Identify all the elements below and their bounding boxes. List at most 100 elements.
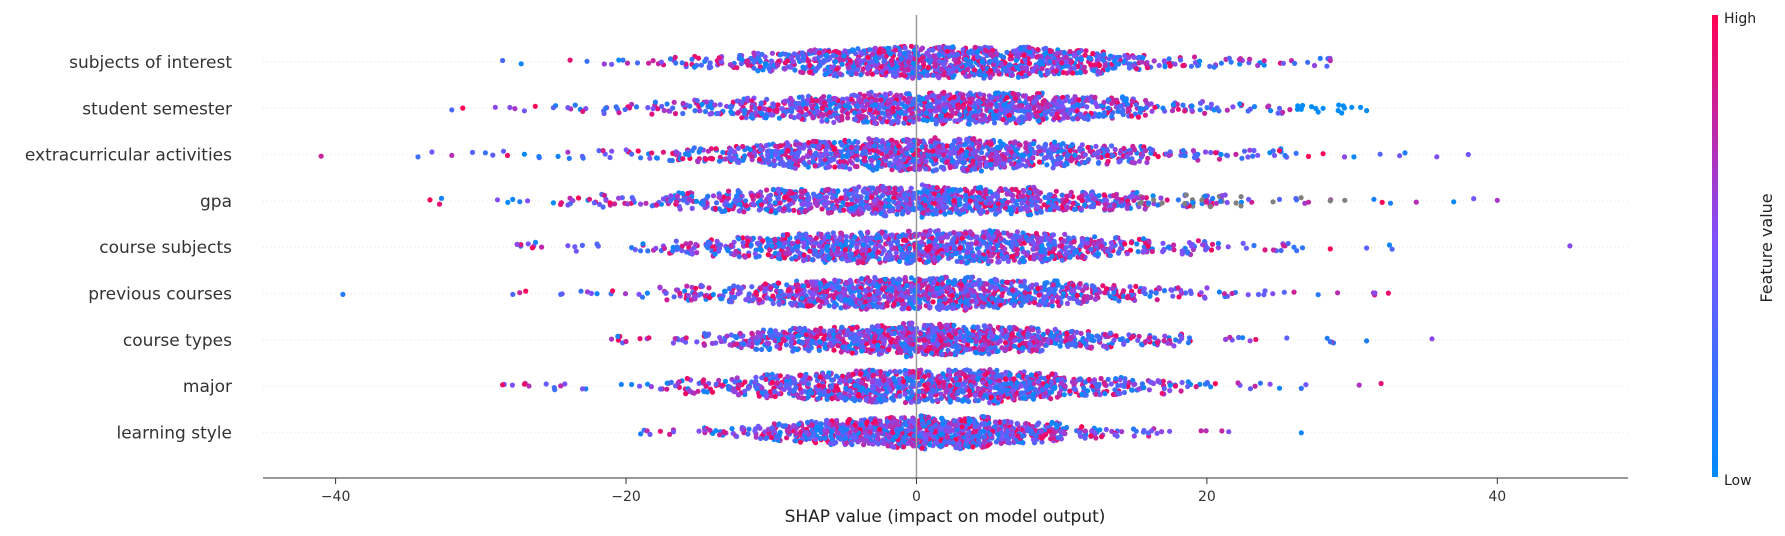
data-point [649,203,655,209]
data-point [638,155,644,161]
data-point [1129,193,1135,199]
data-point [680,190,686,197]
data-point [1100,57,1106,63]
data-point [839,113,845,119]
data-point [804,202,811,208]
data-point [504,152,511,159]
data-point [1126,61,1132,67]
data-point [601,192,607,198]
data-point [728,109,734,115]
data-point [1156,62,1162,69]
data-point [735,189,741,195]
data-point [1060,104,1066,110]
data-point [874,137,880,143]
data-point [1116,104,1122,110]
data-point [788,64,794,70]
data-point [727,203,734,209]
data-point [970,158,976,164]
data-point [878,201,885,207]
data-point [1023,145,1029,151]
data-point [834,66,840,72]
data-point [609,148,615,154]
data-point [429,149,435,155]
data-point [953,206,959,213]
data-point [855,46,861,52]
data-point [872,120,878,126]
data-point [1079,142,1085,148]
data-point [771,163,777,169]
data-point [1000,91,1007,97]
data-point [1001,54,1007,60]
data-point [816,50,823,56]
data-point [781,206,787,212]
data-point [831,119,837,125]
data-point [936,104,942,110]
data-point [749,157,755,163]
data-point [936,44,942,50]
data-point [832,205,838,211]
data-point [845,65,851,71]
data-point [629,151,635,157]
data-point [904,197,910,203]
data-point [710,193,717,199]
data-point [839,61,845,67]
data-point [864,195,870,201]
data-point [1115,108,1121,114]
data-point [962,204,968,210]
data-point [757,64,763,70]
data-point [1016,163,1022,169]
data-point [1083,48,1089,54]
data-point [946,150,953,156]
data-point [941,72,947,78]
data-point [1038,209,1044,215]
data-point [935,197,941,203]
data-point [835,188,841,194]
data-point [1133,102,1139,108]
data-point [1129,98,1135,104]
data-point [1167,63,1173,69]
data-point [1233,200,1239,206]
data-point [755,193,761,199]
data-point [517,199,523,205]
data-point [427,197,433,203]
data-point [1247,106,1253,112]
data-point [902,115,908,121]
data-point [966,73,972,79]
data-point [565,105,571,111]
data-point [1036,159,1043,165]
data-point [1175,106,1181,112]
data-point [1027,190,1033,196]
data-point [1037,105,1043,111]
data-point [854,60,860,66]
data-point [908,43,915,49]
data-point [841,53,847,59]
data-point [646,60,652,66]
data-point [652,99,659,105]
data-point [733,198,739,204]
data-point [584,58,590,64]
data-point [1034,54,1040,60]
data-point [818,152,824,158]
data-point [848,150,855,157]
data-point [810,138,816,144]
data-point [1071,206,1077,212]
data-point [772,200,778,206]
data-point [777,52,783,58]
data-point [1070,200,1076,206]
data-point [974,113,980,119]
data-point [966,114,972,121]
data-point [956,202,963,208]
data-point [824,117,830,123]
data-points [318,43,1573,452]
data-point [890,190,896,196]
data-point [1241,148,1248,154]
data-point [1082,52,1088,58]
data-point [968,110,974,116]
data-point [1042,50,1048,56]
data-point [727,154,733,160]
data-point [803,112,809,118]
data-point [1075,116,1081,122]
data-point [536,153,542,160]
data-point [900,208,906,214]
data-point [679,60,685,66]
